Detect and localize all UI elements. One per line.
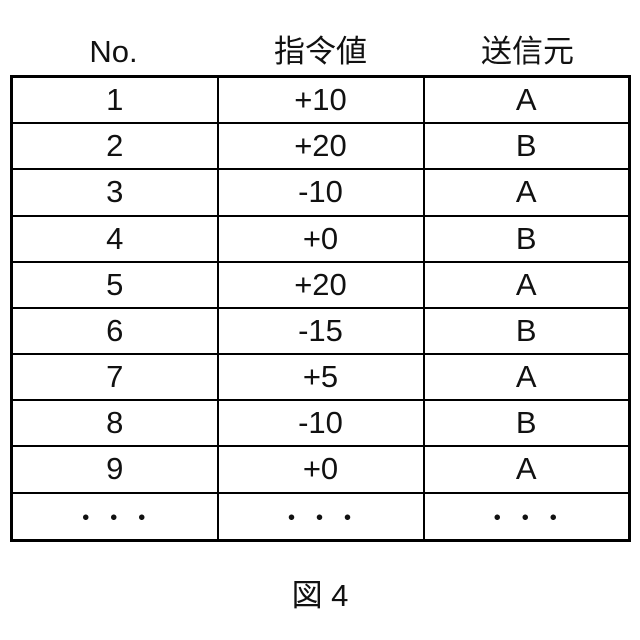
- cell-no: 4: [10, 214, 219, 263]
- cell-no: 9: [10, 445, 219, 494]
- cell-sender: A: [422, 353, 631, 402]
- cell-sender: B: [422, 306, 631, 356]
- cell-command-value: +0: [216, 214, 425, 263]
- cell-sender: A: [422, 445, 631, 494]
- cell-command-value: +20: [216, 122, 425, 171]
- command-value-table: 1 +10 A 2 +20 B 3 -10 A 4 +0 B 5 +20: [10, 75, 631, 542]
- table-row-3: 3 -10 A: [10, 168, 631, 217]
- table-row-1: 1 +10 A: [10, 75, 631, 125]
- cell-no: 7: [10, 353, 219, 402]
- table-row-ellipsis: ・・・ ・・・ ・・・: [10, 491, 631, 542]
- cell-no: 3: [10, 168, 219, 217]
- table-row-9: 9 +0 A: [10, 445, 631, 494]
- cell-sender: B: [422, 214, 631, 263]
- cell-command-value: ・・・: [216, 491, 425, 542]
- cell-command-value: +20: [216, 260, 425, 309]
- cell-sender: A: [422, 75, 631, 125]
- cell-no: ・・・: [10, 491, 219, 542]
- cell-no: 2: [10, 122, 219, 171]
- cell-no: 6: [10, 306, 219, 356]
- cell-no: 8: [10, 399, 219, 448]
- cell-command-value: +5: [216, 353, 425, 402]
- cell-sender: ・・・: [422, 491, 631, 542]
- column-header-command-value: 指令値: [274, 34, 367, 69]
- cell-no: 1: [10, 75, 219, 125]
- table-row-8: 8 -10 B: [10, 399, 631, 448]
- cell-command-value: -10: [216, 168, 425, 217]
- table-body: 1 +10 A 2 +20 B 3 -10 A 4 +0 B 5 +20: [10, 75, 631, 542]
- cell-command-value: -15: [216, 306, 425, 356]
- cell-sender: A: [422, 260, 631, 309]
- figure-caption: 図 4: [291, 578, 349, 613]
- cell-command-value: +0: [216, 445, 425, 494]
- table-row-7: 7 +5 A: [10, 353, 631, 402]
- cell-sender: A: [422, 168, 631, 217]
- table-row-2: 2 +20 B: [10, 122, 631, 171]
- cell-no: 5: [10, 260, 219, 309]
- cell-sender: B: [422, 122, 631, 171]
- column-header-sender: 送信元: [481, 34, 574, 69]
- table-row-4: 4 +0 B: [10, 214, 631, 263]
- cell-sender: B: [422, 399, 631, 448]
- column-header-no: No.: [89, 34, 138, 69]
- table-header-row: No. 指令値 送信元: [10, 32, 631, 72]
- cell-command-value: +10: [216, 75, 425, 125]
- table-row-6: 6 -15 B: [10, 306, 631, 356]
- cell-command-value: -10: [216, 399, 425, 448]
- table-row-5: 5 +20 A: [10, 260, 631, 309]
